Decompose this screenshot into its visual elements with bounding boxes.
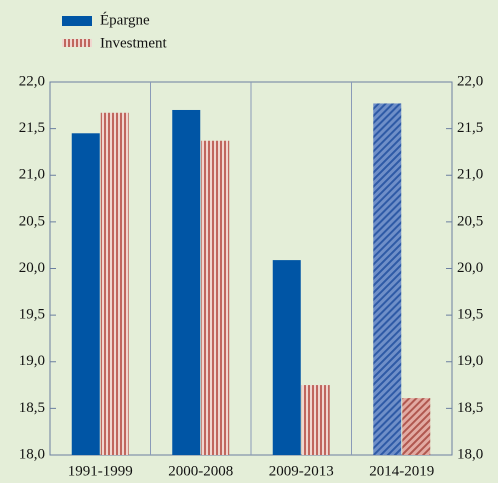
y-tick-label: 21,0 (19, 167, 45, 183)
y2-tick-label: 18,0 (457, 446, 483, 462)
bar (373, 103, 402, 455)
y2-tick-label: 19,0 (457, 353, 483, 369)
y-tick-label: 19,5 (19, 307, 45, 323)
x-tick-label: 2014-2019 (369, 463, 434, 479)
bar (201, 140, 230, 455)
y-tick-label: 18,5 (19, 400, 45, 416)
bar (272, 260, 301, 455)
bar (100, 112, 129, 456)
x-tick-label: 2000-2008 (168, 463, 233, 479)
legend-swatch (62, 39, 92, 47)
legend-label: Investment (100, 35, 167, 51)
y2-tick-label: 20,0 (457, 260, 483, 276)
bar (301, 385, 330, 455)
y2-tick-label: 20,5 (457, 213, 483, 229)
y2-tick-label: 22,0 (457, 73, 483, 89)
y-tick-label: 18,0 (19, 446, 45, 462)
y-tick-label: 20,5 (19, 213, 45, 229)
y2-tick-label: 19,5 (457, 307, 483, 323)
legend-label: Épargne (100, 11, 150, 28)
y-tick-label: 20,0 (19, 260, 45, 276)
y-tick-label: 19,0 (19, 353, 45, 369)
x-tick-label: 2009-2013 (269, 463, 334, 479)
y-tick-label: 21,5 (19, 120, 45, 136)
legend-swatch (62, 16, 92, 26)
y-tick-label: 22,0 (19, 73, 45, 89)
y2-tick-label: 18,5 (457, 400, 483, 416)
y2-tick-label: 21,0 (457, 167, 483, 183)
bar (402, 398, 431, 455)
bar (71, 133, 100, 455)
bar (172, 109, 201, 455)
y2-tick-label: 21,5 (457, 120, 483, 136)
x-tick-label: 1991-1999 (68, 463, 133, 479)
